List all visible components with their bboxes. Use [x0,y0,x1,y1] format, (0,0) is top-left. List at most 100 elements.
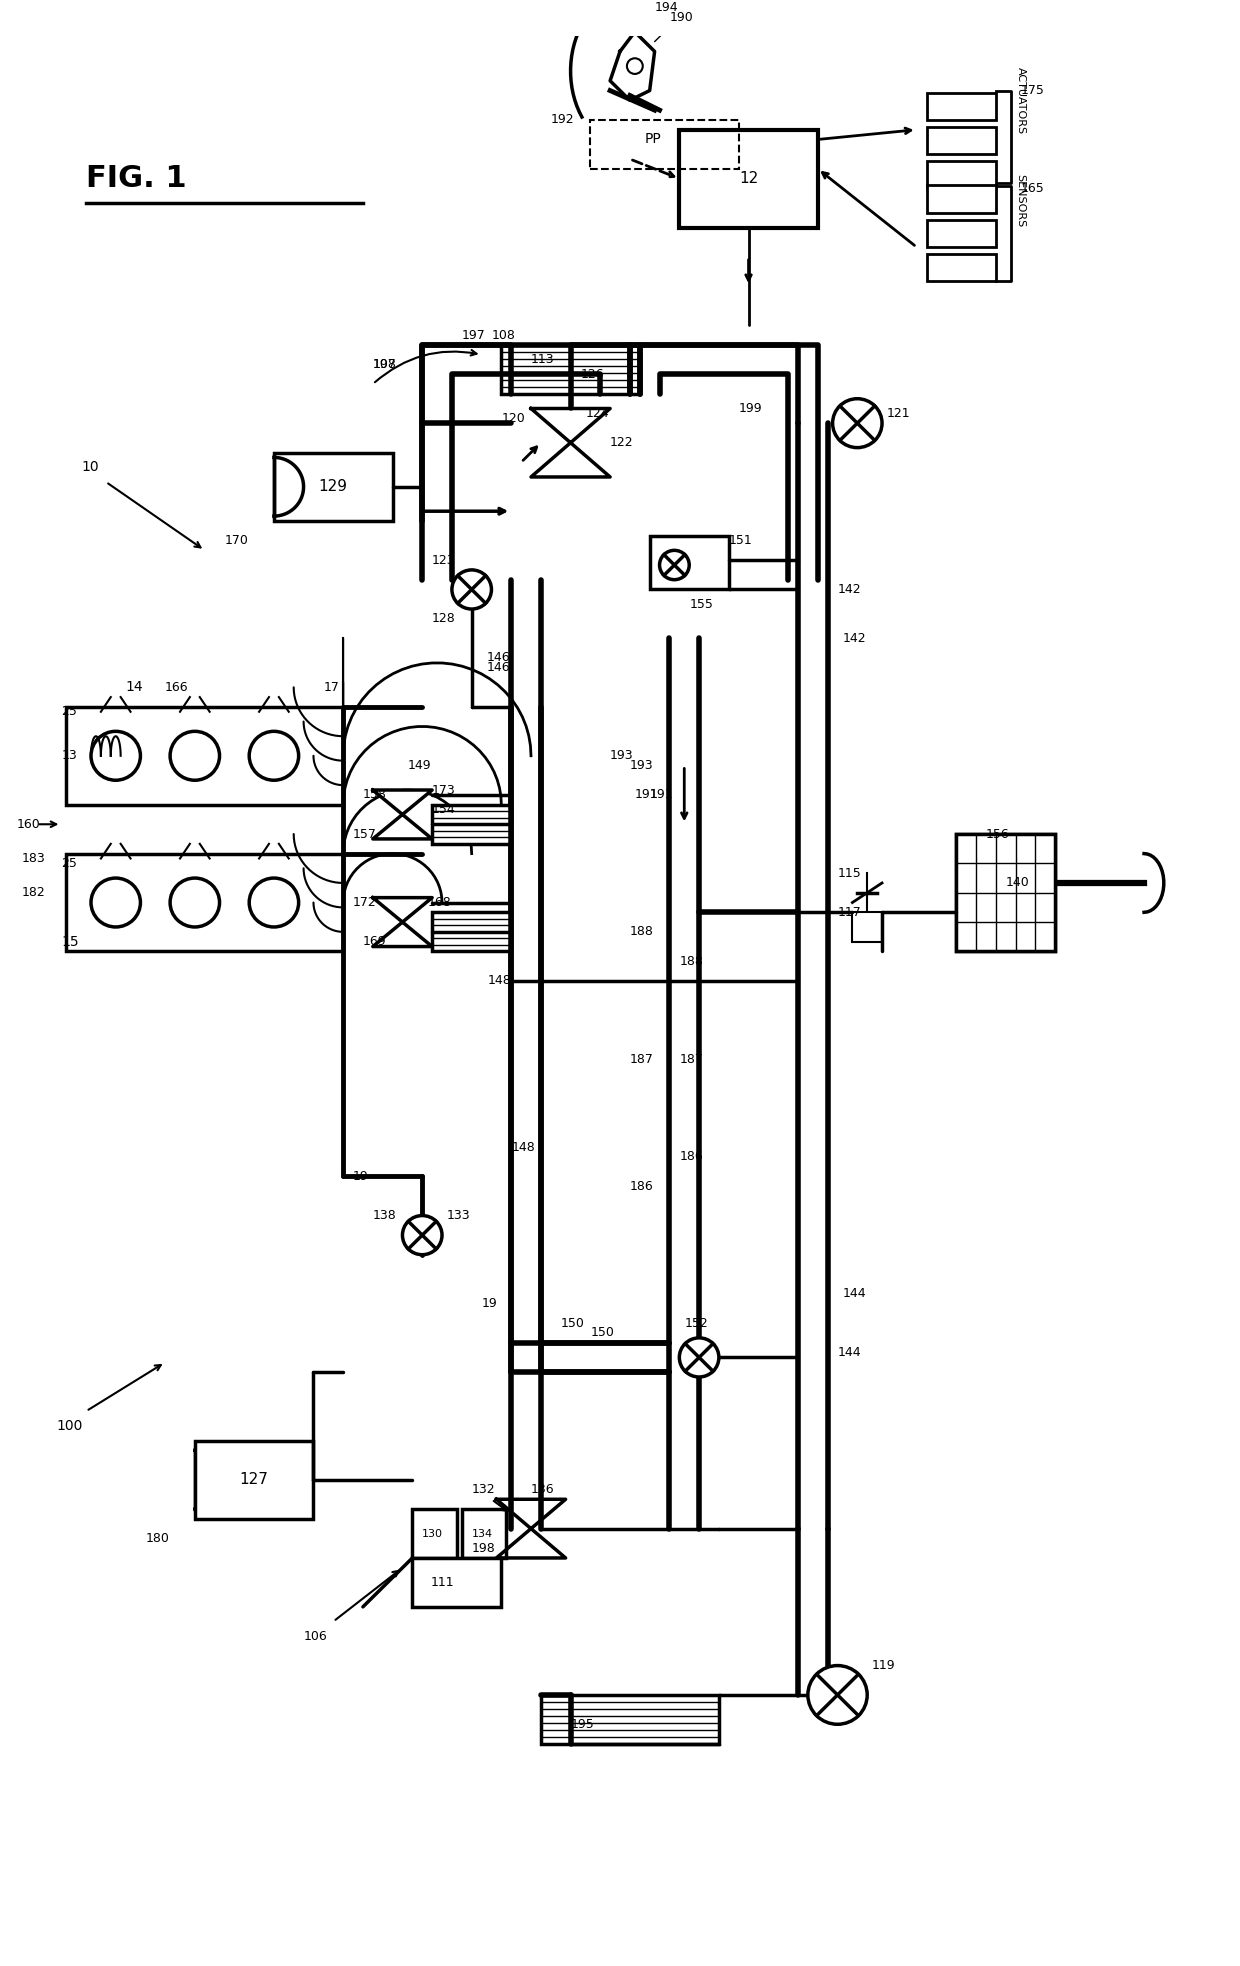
Text: 194: 194 [655,0,678,14]
Text: 182: 182 [22,887,46,898]
Text: 108: 108 [373,358,397,372]
Text: 188: 188 [630,926,653,938]
Text: 190: 190 [670,10,693,24]
Text: PP: PP [645,132,661,147]
Text: 128: 128 [432,611,456,625]
Text: 136: 136 [531,1482,554,1496]
Circle shape [832,399,882,448]
Text: 17: 17 [324,680,340,694]
Text: 197: 197 [373,358,397,372]
Bar [432,804,511,843]
Text: 25: 25 [61,857,77,869]
Bar [926,254,996,281]
Text: 183: 183 [22,851,46,865]
Text: 188: 188 [680,955,703,967]
Text: SENSORS: SENSORS [1016,175,1025,228]
Text: 146: 146 [486,661,510,674]
Text: FIG. 1: FIG. 1 [86,163,187,193]
Circle shape [627,59,642,75]
Text: 148: 148 [511,1140,534,1154]
Text: 129: 129 [319,480,347,493]
Text: 124: 124 [585,407,609,421]
Text: 25: 25 [61,706,77,718]
Text: 198: 198 [471,1541,496,1555]
Circle shape [451,570,491,609]
Text: 180: 180 [145,1532,169,1545]
Polygon shape [531,409,610,478]
Text: 12: 12 [739,171,758,187]
Bar [461,1510,506,1557]
Text: 166: 166 [165,680,188,694]
Bar [926,161,996,189]
Text: 158: 158 [363,788,387,802]
Text: 19: 19 [353,1170,368,1184]
Bar [956,834,1055,952]
Bar [650,535,729,590]
Text: 113: 113 [531,354,554,366]
Text: 193: 193 [610,749,634,763]
Text: 151: 151 [729,535,753,547]
Text: 170: 170 [224,535,248,547]
Polygon shape [373,790,432,839]
Text: 193: 193 [630,759,653,773]
Text: 13: 13 [61,749,77,763]
Text: 175: 175 [1021,85,1044,96]
Text: 144: 144 [837,1347,861,1359]
Circle shape [680,1337,719,1376]
Text: 191: 191 [635,788,658,802]
Text: 187: 187 [630,1052,653,1066]
Polygon shape [373,898,432,946]
Bar [195,1441,314,1520]
Text: 169: 169 [363,936,387,948]
Text: 191: 191 [650,788,673,802]
Text: 148: 148 [487,975,511,987]
Bar [274,452,393,521]
Text: 100: 100 [56,1419,83,1433]
Bar [66,708,343,804]
Text: 142: 142 [842,631,866,645]
Text: 155: 155 [689,598,713,611]
Text: 199: 199 [739,401,763,415]
Text: 152: 152 [684,1317,708,1329]
Text: ACTUATORS: ACTUATORS [1016,67,1025,134]
Text: 10: 10 [81,460,99,474]
Bar [413,1557,501,1606]
Polygon shape [610,31,655,100]
Bar [926,220,996,248]
Text: 138: 138 [373,1209,397,1223]
Text: 19: 19 [481,1298,497,1309]
Polygon shape [496,1500,565,1557]
Text: 119: 119 [872,1659,895,1671]
Text: 120: 120 [501,411,525,425]
Text: 173: 173 [432,784,456,796]
Text: 140: 140 [1006,877,1029,889]
Bar [66,853,343,952]
Text: 150: 150 [590,1327,614,1339]
Text: 187: 187 [680,1052,703,1066]
Text: 132: 132 [471,1482,495,1496]
Bar [501,344,640,393]
Bar [926,126,996,153]
Text: 146: 146 [486,651,510,665]
Text: 149: 149 [408,759,432,773]
Bar [680,130,817,228]
Text: 121: 121 [887,407,910,421]
Text: 197: 197 [461,328,486,342]
Text: 154: 154 [432,802,456,816]
Text: 14: 14 [125,680,144,694]
Text: 186: 186 [680,1150,703,1164]
Circle shape [403,1215,441,1254]
Text: 117: 117 [837,906,862,918]
Text: 172: 172 [353,896,377,908]
Text: 126: 126 [580,368,604,381]
Text: 115: 115 [837,867,862,879]
Text: 15: 15 [61,934,79,950]
Text: 108: 108 [491,328,516,342]
Text: 195: 195 [570,1718,594,1730]
Text: 186: 186 [630,1180,653,1193]
Text: 142: 142 [837,584,861,596]
Text: 168: 168 [428,896,451,908]
Bar [956,834,1055,952]
Bar [413,1510,456,1557]
Bar [590,120,739,169]
